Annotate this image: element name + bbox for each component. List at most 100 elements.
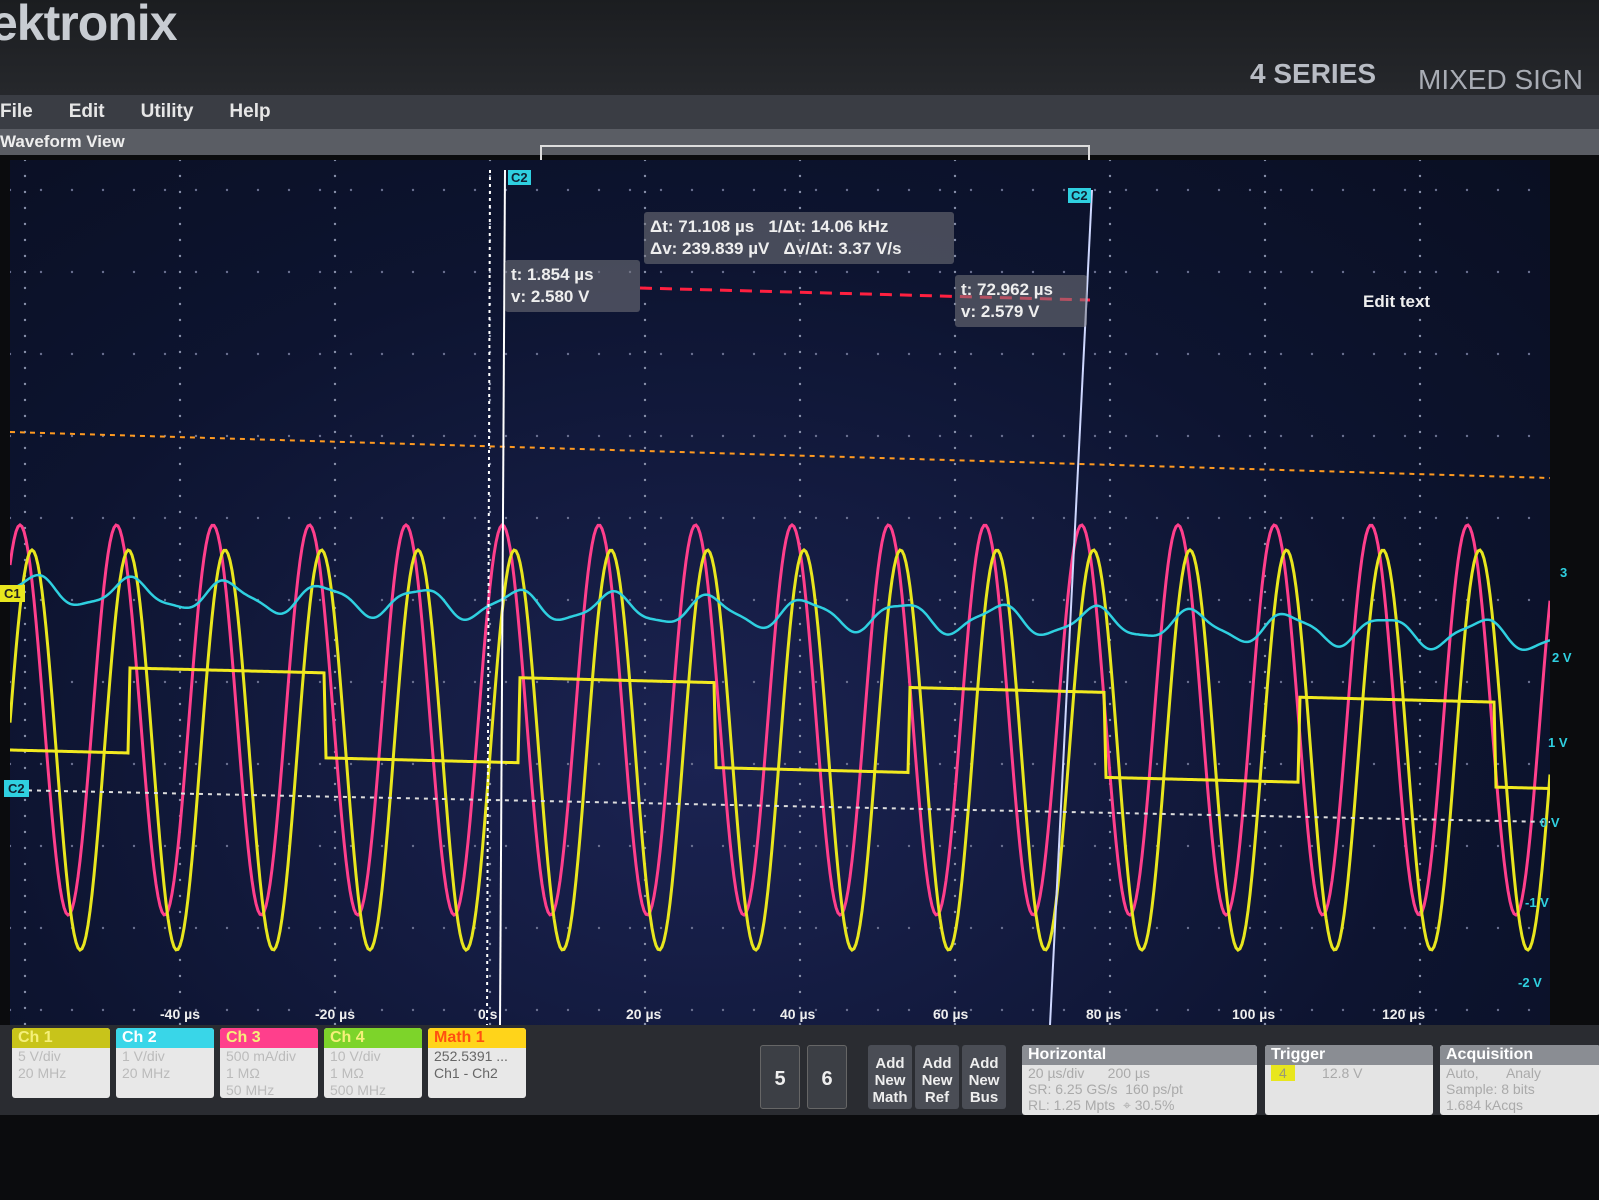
grid-dot: [798, 302, 802, 306]
grid-dot: [23, 174, 27, 178]
menu-utility[interactable]: Utility: [140, 101, 194, 122]
grid-dot: [643, 718, 647, 722]
grid-dot: [1108, 510, 1112, 514]
grid-dot: [1372, 352, 1376, 356]
grid-dot: [1263, 590, 1267, 594]
x-tick: 120 µs: [1382, 1006, 1426, 1022]
y-tick: -1 V: [1525, 895, 1549, 910]
grid-dot: [1279, 516, 1283, 520]
grid-dot: [798, 446, 802, 450]
sample-rate: SR: 6.25 GS/s: [1028, 1081, 1118, 1097]
grid-dot: [1341, 188, 1345, 192]
horizontal-panel[interactable]: Horizontal 20 µs/div 200 µs SR: 6.25 GS/…: [1022, 1045, 1257, 1115]
grid-dot: [178, 686, 182, 690]
cursor-a-readout[interactable]: t: 1.854 µs v: 2.580 V: [505, 260, 640, 312]
grid-dot: [1372, 926, 1376, 930]
grid-dot: [1418, 622, 1422, 626]
record-overview[interactable]: [540, 145, 1090, 167]
grid-dot: [643, 542, 647, 546]
channel-badge-3[interactable]: Ch 3 500 mA/div 1 MΩ 50 MHz: [220, 1028, 318, 1098]
grid-dot: [752, 188, 756, 192]
grid-dot: [1527, 188, 1531, 192]
grid-dot: [597, 352, 601, 356]
grid-dot: [1108, 974, 1112, 978]
grid-dot: [1465, 926, 1469, 930]
grid-dot: [643, 190, 647, 194]
grid-dot: [1217, 352, 1221, 356]
x-tick: -40 µs: [160, 1006, 200, 1022]
grid-dot: [1062, 926, 1066, 930]
grid-dot: [721, 926, 725, 930]
grid-dot: [1186, 188, 1190, 192]
cursor-b-readout[interactable]: t: 72.962 µs v: 2.579 V: [955, 275, 1087, 327]
add-new-bus-button[interactable]: Add New Bus: [962, 1045, 1006, 1109]
grid-dot: [783, 270, 787, 274]
grid-dot: [783, 926, 787, 930]
cursor-b-label[interactable]: C2: [1068, 188, 1091, 203]
trigger-panel[interactable]: Trigger 4 12.8 V: [1265, 1045, 1433, 1115]
ch2-marker[interactable]: C2: [4, 780, 29, 797]
grid-dot: [1418, 718, 1422, 722]
menu-file[interactable]: File: [0, 101, 33, 122]
grid-dot: [287, 926, 291, 930]
grid-dot: [1434, 352, 1438, 356]
menu-bar: File Edit Utility Help: [0, 95, 1599, 129]
grid-dot: [178, 462, 182, 466]
channel-badge-5[interactable]: Math 1 252.5391 ... Ch1 - Ch2: [428, 1028, 526, 1098]
waveform-plot[interactable]: [10, 160, 1550, 1025]
model-label: MIXED SIGN: [1418, 64, 1583, 95]
grid-dot: [23, 974, 27, 978]
grid-dot: [380, 598, 384, 602]
grid-dot: [318, 762, 322, 766]
grid-dot: [1108, 574, 1112, 578]
add-new-math-button[interactable]: Add New Math: [868, 1045, 912, 1109]
grid-dot: [333, 494, 337, 498]
edit-text-label[interactable]: Edit text: [1363, 292, 1431, 311]
grid-dot: [1341, 352, 1345, 356]
grid-dot: [163, 352, 167, 356]
grid-dot: [23, 734, 27, 738]
grid-dot: [333, 654, 337, 658]
grid-dot: [1263, 366, 1267, 370]
grid-dot: [225, 516, 229, 520]
grid-dot: [1062, 680, 1066, 684]
grid-dot: [23, 846, 27, 850]
grid-dot: [814, 680, 818, 684]
grid-dot: [907, 598, 911, 602]
grid-dot: [1248, 762, 1252, 766]
delta-readout[interactable]: Δt: 71.108 µs 1/Δt: 14.06 kHz Δv: 239.83…: [644, 212, 954, 264]
menu-help[interactable]: Help: [229, 101, 271, 122]
acquisition-panel[interactable]: Acquisition Auto, Analy Sample: 8 bits 1…: [1440, 1045, 1599, 1115]
cursor-b-voltage: v: 2.579 V: [961, 302, 1040, 321]
cursor-a-label[interactable]: C2: [508, 170, 531, 185]
grid-dot: [473, 434, 477, 438]
grid-dot: [1403, 516, 1407, 520]
grid-dot: [1263, 910, 1267, 914]
grid-dot: [953, 622, 957, 626]
channel-6-button[interactable]: 6: [807, 1045, 847, 1109]
channel-5-button[interactable]: 5: [760, 1045, 800, 1109]
grid-dot: [1263, 526, 1267, 530]
grid-dot: [643, 430, 647, 434]
ch1-marker[interactable]: C1: [0, 585, 25, 602]
grid-dot: [1108, 878, 1112, 882]
add-new-ref-button[interactable]: Add New Ref: [915, 1045, 959, 1109]
grid-dot: [953, 958, 957, 962]
grid-dot: [23, 1006, 27, 1010]
grid-dot: [1279, 762, 1283, 766]
menu-edit[interactable]: Edit: [68, 101, 105, 122]
channel-badge-4[interactable]: Ch 4 10 V/div 1 MΩ 500 MHz: [324, 1028, 422, 1098]
grid-dot: [643, 990, 647, 994]
grid-dot: [1108, 990, 1112, 994]
grid-dot: [1186, 844, 1190, 848]
grid-dot: [380, 434, 384, 438]
grid-dot: [1108, 446, 1112, 450]
grid-dot: [1403, 598, 1407, 602]
grid-dot: [1062, 188, 1066, 192]
x-tick: -20 µs: [315, 1006, 355, 1022]
grid-dot: [1279, 352, 1283, 356]
grid-dot: [411, 1008, 415, 1012]
cursor-b-time: t: 72.962 µs: [961, 280, 1054, 299]
